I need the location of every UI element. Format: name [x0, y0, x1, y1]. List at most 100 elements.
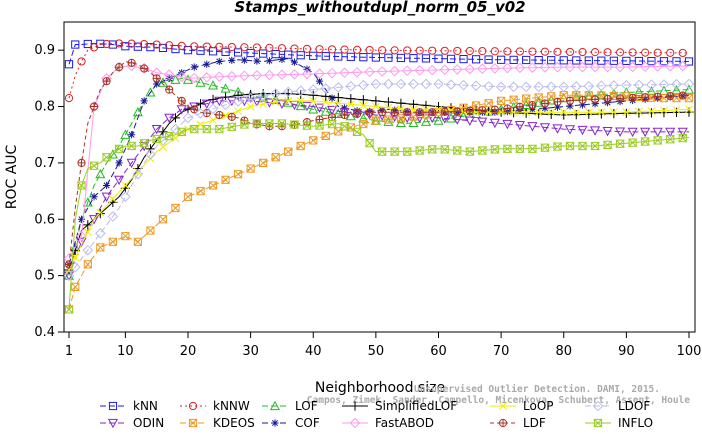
series-knn [64, 39, 694, 69]
data-point [539, 62, 551, 73]
data-point [634, 107, 643, 116]
data-point [115, 39, 124, 48]
data-point [240, 43, 249, 52]
data-point [259, 49, 268, 58]
data-point [359, 53, 368, 62]
data-point [408, 99, 419, 109]
x-tick-label: 70 [493, 344, 510, 359]
data-point [340, 110, 349, 120]
data-point [433, 115, 444, 125]
data-point [459, 54, 468, 64]
data-point [345, 80, 357, 92]
data-point [315, 77, 324, 85]
x-tick-label: 80 [555, 344, 572, 359]
data-point [528, 47, 537, 56]
data-point [207, 103, 219, 115]
data-point [401, 65, 413, 77]
data-point [602, 61, 613, 73]
legend-label: FastABOD [375, 416, 434, 430]
data-point [646, 79, 657, 90]
data-point [621, 79, 632, 91]
series-kdeos [64, 91, 694, 314]
data-point [189, 124, 200, 134]
data-point [201, 99, 212, 109]
data-point [108, 40, 117, 49]
data-point [101, 153, 112, 162]
data-point [521, 108, 531, 118]
data-point [132, 168, 144, 180]
data-point [270, 88, 281, 99]
series-fastabod [63, 60, 690, 265]
data-point [307, 84, 319, 95]
data-point [478, 106, 487, 115]
data-point [170, 74, 181, 84]
data-point [289, 69, 300, 80]
data-point [671, 78, 682, 90]
data-point [190, 42, 199, 51]
data-point [126, 141, 137, 151]
legend-marker [498, 418, 508, 428]
data-point [195, 108, 206, 119]
data-point [296, 89, 306, 100]
data-point [433, 78, 444, 90]
data-point [133, 237, 142, 246]
data-point [672, 105, 681, 114]
data-point [82, 244, 94, 256]
data-point [77, 215, 86, 223]
data-point [683, 84, 695, 94]
data-point [533, 81, 545, 93]
y-tick-label: 0.9 [34, 43, 55, 58]
data-point [271, 98, 280, 106]
data-point [346, 94, 356, 104]
data-point [409, 54, 418, 63]
data-point [634, 108, 644, 118]
legend-marker [350, 401, 360, 411]
data-point [121, 181, 130, 190]
data-point [671, 84, 682, 95]
data-point [108, 195, 117, 203]
data-point [145, 149, 156, 160]
data-point [203, 60, 211, 68]
data-point [534, 108, 543, 117]
legend-marker [188, 401, 198, 411]
data-point [264, 69, 275, 81]
data-point [616, 48, 625, 57]
legend-item-kdeos: KDEOS [180, 416, 255, 430]
data-point [490, 105, 499, 114]
data-point [577, 61, 588, 73]
data-point [328, 94, 336, 102]
data-point [685, 105, 693, 114]
series-line [68, 58, 690, 265]
data-point [171, 203, 180, 213]
watermark-line-2: Campos, Zimek, Sander, Campello, Micenko… [307, 395, 690, 406]
y-axis-label: ROC AUC [4, 144, 20, 209]
data-point [321, 98, 330, 106]
x-tick-label: 40 [305, 344, 322, 359]
x-tick-label: 30 [242, 344, 259, 359]
data-point [277, 44, 287, 53]
data-point [176, 71, 188, 83]
legend-item-lof: LOF [262, 399, 318, 413]
data-point [640, 137, 650, 146]
data-point [282, 86, 294, 98]
data-point [445, 113, 457, 123]
data-point [421, 100, 431, 111]
data-point [415, 46, 424, 55]
y-tick-label: 0.7 [34, 156, 55, 171]
data-point [564, 125, 576, 135]
data-point [76, 237, 87, 248]
data-point [220, 99, 231, 111]
data-point [478, 47, 487, 56]
data-point [420, 116, 432, 126]
data-point [452, 146, 463, 155]
data-point [495, 81, 507, 93]
data-point [578, 101, 587, 109]
data-point [553, 97, 562, 106]
legend-label: kNNW [213, 399, 250, 413]
data-point [64, 305, 74, 314]
data-point [132, 106, 143, 117]
x-tick-label: 1 [65, 344, 73, 359]
data-point [102, 77, 111, 86]
data-point [658, 79, 670, 90]
data-point [190, 105, 199, 114]
